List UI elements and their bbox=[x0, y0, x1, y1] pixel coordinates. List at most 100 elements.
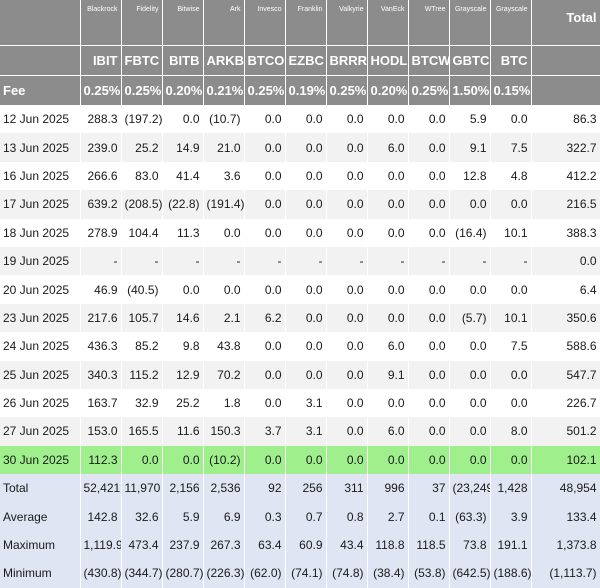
stat-cell: 32.6 bbox=[121, 502, 163, 531]
ticker-header: BTCW bbox=[408, 45, 450, 76]
stat-cell: 311 bbox=[326, 474, 368, 503]
stat-cell: (188.6) bbox=[490, 559, 532, 588]
fee-row: Fee 0.25% 0.25% 0.20% 0.21% 0.25% 0.19% 0.25% 0… bbox=[0, 75, 600, 105]
flow-cell: 0.0 bbox=[285, 105, 327, 134]
row-total-cell: 388.3 bbox=[531, 218, 600, 247]
issuer-header: Fidelity bbox=[121, 0, 163, 46]
flow-cell: 340.3 bbox=[80, 360, 122, 389]
row-total-cell: 0.0 bbox=[531, 246, 600, 276]
stat-cell: 0.3 bbox=[244, 502, 286, 531]
flow-cell: 0.0 bbox=[326, 105, 368, 134]
flow-cell: 0.0 bbox=[449, 445, 491, 475]
flow-cell: 0.0 bbox=[367, 303, 409, 333]
flow-cell: 0.0 bbox=[367, 190, 409, 219]
flow-cell: 0.0 bbox=[408, 360, 450, 389]
stat-label: Total bbox=[0, 474, 81, 503]
flow-cell: 0.0 bbox=[244, 190, 286, 219]
flow-cell: 11.6 bbox=[162, 417, 204, 446]
issuer-header: VanEck bbox=[367, 0, 409, 46]
flow-cell: 0.0 bbox=[285, 161, 327, 191]
table-row: 17 Jun 2025 639.2 (208.5) (22.8) (191.4) 0.0 0… bbox=[0, 190, 600, 219]
flow-cell: 8.0 bbox=[490, 417, 532, 446]
stat-cell: 118.8 bbox=[367, 530, 409, 560]
flow-cell: (208.5) bbox=[121, 190, 163, 219]
total-column-header: Total bbox=[531, 0, 600, 46]
ticker-header: BITB bbox=[162, 45, 204, 76]
flow-cell: - bbox=[244, 246, 286, 276]
stat-cell: (38.4) bbox=[367, 559, 409, 588]
flow-cell: 0.0 bbox=[244, 275, 286, 304]
flow-cell: - bbox=[367, 246, 409, 276]
ticker-header: GBTC bbox=[449, 45, 491, 76]
flow-cell: 0.0 bbox=[449, 417, 491, 446]
row-total-cell: 501.2 bbox=[531, 417, 600, 446]
flow-cell: 9.8 bbox=[162, 332, 204, 361]
date-cell: 19 Jun 2025 bbox=[0, 246, 81, 276]
table-row: 12 Jun 2025 288.3 (197.2) 0.0 (10.7) 0.0 0.0 0.… bbox=[0, 105, 600, 134]
flow-cell: 5.9 bbox=[449, 105, 491, 134]
stat-cell: 43.4 bbox=[326, 530, 368, 560]
flow-cell: 3.6 bbox=[203, 161, 245, 191]
stat-cell: 1,428 bbox=[490, 474, 532, 503]
ticker-header: EZBC bbox=[285, 45, 327, 76]
stat-cell: 2,536 bbox=[203, 474, 245, 503]
flow-cell: 0.0 bbox=[326, 445, 368, 475]
flow-cell: 239.0 bbox=[80, 133, 122, 162]
date-cell: 16 Jun 2025 bbox=[0, 161, 81, 191]
flow-cell: 0.0 bbox=[408, 133, 450, 162]
flow-cell: 0.0 bbox=[326, 133, 368, 162]
flow-cell: 0.0 bbox=[285, 190, 327, 219]
flow-cell: 10.1 bbox=[490, 218, 532, 247]
stat-cell: 237.9 bbox=[162, 530, 204, 560]
flow-cell: 0.0 bbox=[490, 190, 532, 219]
flow-cell: 0.0 bbox=[244, 388, 286, 418]
stat-label: Minimum bbox=[0, 559, 81, 588]
fee-cell: 0.20% bbox=[162, 75, 204, 105]
issuer-header: Franklin bbox=[285, 0, 327, 46]
flow-cell: 0.0 bbox=[244, 445, 286, 475]
flow-cell: 0.0 bbox=[408, 218, 450, 247]
stat-cell: (74.1) bbox=[285, 559, 327, 588]
row-total-cell: 350.6 bbox=[531, 303, 600, 333]
stats-row: Average 142.8 32.6 5.9 6.9 0.3 0.7 0.8 2.7 0.1 (63… bbox=[0, 502, 600, 531]
stats-row: Total 52,421 11,970 2,156 2,536 92 256 311 996 37… bbox=[0, 474, 600, 503]
flow-cell: 0.0 bbox=[449, 332, 491, 361]
stat-cell: (430.8) bbox=[80, 559, 122, 588]
flow-cell: 43.8 bbox=[203, 332, 245, 361]
flow-cell: 0.0 bbox=[490, 360, 532, 389]
stats-row: Minimum (430.8) (344.7) (280.7) (226.3) (62.0… bbox=[0, 559, 600, 588]
flow-cell: 12.9 bbox=[162, 360, 204, 389]
flow-cell: 85.2 bbox=[121, 332, 163, 361]
stat-cell: 0.8 bbox=[326, 502, 368, 531]
flow-cell: 25.2 bbox=[121, 133, 163, 162]
flow-cell: 0.0 bbox=[326, 360, 368, 389]
flow-cell: 266.6 bbox=[80, 161, 122, 191]
ticker-total-blank bbox=[531, 45, 600, 76]
fee-cell: 0.25% bbox=[121, 75, 163, 105]
fee-cell: 0.25% bbox=[408, 75, 450, 105]
stat-cell: 11,970 bbox=[121, 474, 163, 503]
stat-cell: 0.1 bbox=[408, 502, 450, 531]
ticker-header: BTCO bbox=[244, 45, 286, 76]
corner-cell bbox=[0, 0, 81, 46]
fee-cell: 0.19% bbox=[285, 75, 327, 105]
row-total-cell: 547.7 bbox=[531, 360, 600, 389]
flow-cell: 1.8 bbox=[203, 388, 245, 418]
stat-cell: 60.9 bbox=[285, 530, 327, 560]
table-row: 23 Jun 2025 217.6 105.7 14.6 2.1 6.2 0.0 0.0 0.0… bbox=[0, 303, 600, 333]
flow-cell: - bbox=[490, 246, 532, 276]
stat-cell: 996 bbox=[367, 474, 409, 503]
flow-cell: 3.1 bbox=[285, 417, 327, 446]
stat-cell: 256 bbox=[285, 474, 327, 503]
flow-cell: 104.4 bbox=[121, 218, 163, 247]
ticker-header: HODL bbox=[367, 45, 409, 76]
flow-cell: 10.1 bbox=[490, 303, 532, 333]
flow-cell: 14.6 bbox=[162, 303, 204, 333]
flow-cell: 0.0 bbox=[244, 133, 286, 162]
flow-cell: - bbox=[203, 246, 245, 276]
flow-cell: 150.3 bbox=[203, 417, 245, 446]
stat-cell: (62.0) bbox=[244, 559, 286, 588]
row-total-cell: 6.4 bbox=[531, 275, 600, 304]
flow-cell: 12.8 bbox=[449, 161, 491, 191]
table-body: 12 Jun 2025 288.3 (197.2) 0.0 (10.7) 0.0 0.0 0.… bbox=[0, 105, 600, 588]
